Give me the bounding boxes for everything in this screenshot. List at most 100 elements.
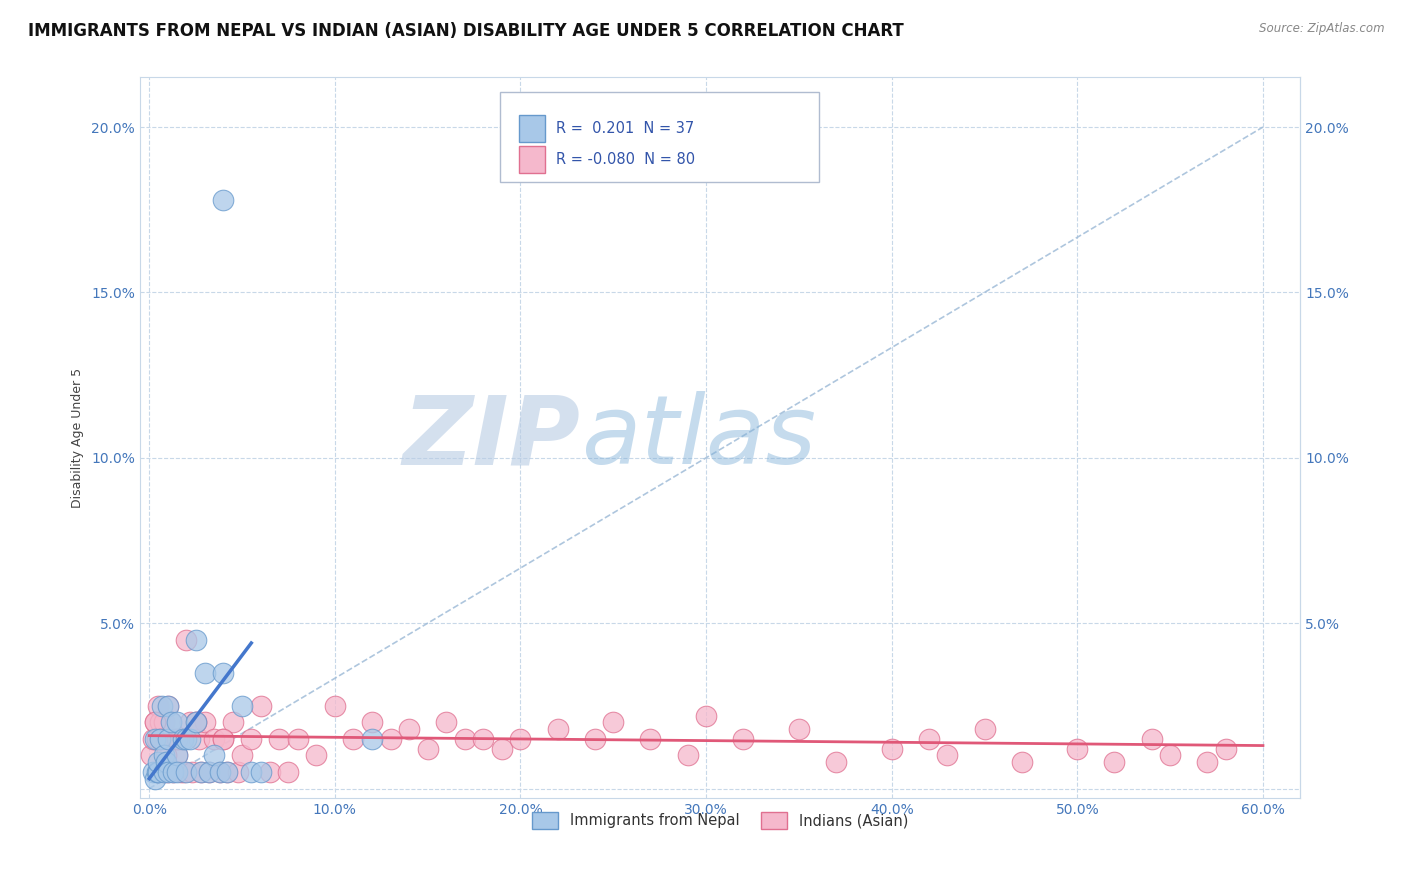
Point xyxy=(173,764,195,779)
Point xyxy=(148,698,170,713)
Point xyxy=(1104,755,1126,769)
Point xyxy=(148,755,170,769)
Point xyxy=(194,665,217,680)
Point xyxy=(1140,731,1163,746)
Point xyxy=(188,731,211,746)
Point xyxy=(342,731,364,746)
Point xyxy=(143,772,166,786)
Point xyxy=(149,731,172,746)
Point xyxy=(194,715,217,730)
Bar xyxy=(519,115,544,143)
Point xyxy=(197,764,219,779)
Point xyxy=(166,764,188,779)
Point xyxy=(212,193,235,207)
Point xyxy=(222,715,245,730)
Point xyxy=(787,722,810,736)
Text: Source: ZipAtlas.com: Source: ZipAtlas.com xyxy=(1260,22,1385,36)
Point xyxy=(287,731,309,746)
Point xyxy=(217,764,239,779)
Point xyxy=(143,715,166,730)
Point xyxy=(240,731,263,746)
Point xyxy=(733,731,755,746)
Point xyxy=(184,715,207,730)
Point xyxy=(361,715,384,730)
Point xyxy=(491,742,513,756)
Point xyxy=(166,731,188,746)
Point xyxy=(880,742,903,756)
Point xyxy=(149,731,172,746)
Point xyxy=(145,731,167,746)
Point xyxy=(153,764,176,779)
Point xyxy=(167,731,190,746)
Point xyxy=(472,731,495,746)
Point xyxy=(155,731,177,746)
Point xyxy=(176,731,198,746)
Point xyxy=(156,698,179,713)
Point xyxy=(156,764,179,779)
Point xyxy=(217,764,239,779)
Point xyxy=(361,731,384,746)
Point xyxy=(398,722,420,736)
Point xyxy=(156,698,179,713)
Point xyxy=(277,764,299,779)
Point xyxy=(259,764,281,779)
Point xyxy=(434,715,457,730)
Point xyxy=(153,764,176,779)
Point xyxy=(454,731,477,746)
Point xyxy=(416,742,439,756)
Point xyxy=(150,698,173,713)
Point xyxy=(936,748,959,763)
Point xyxy=(184,632,207,647)
Point xyxy=(226,764,249,779)
Y-axis label: Disability Age Under 5: Disability Age Under 5 xyxy=(72,368,84,508)
Point xyxy=(509,731,531,746)
Point xyxy=(160,715,183,730)
Point xyxy=(249,698,271,713)
Point xyxy=(640,731,662,746)
Point xyxy=(172,731,194,746)
Point xyxy=(143,731,166,746)
Point xyxy=(139,748,162,763)
Text: IMMIGRANTS FROM NEPAL VS INDIAN (ASIAN) DISABILITY AGE UNDER 5 CORRELATION CHART: IMMIGRANTS FROM NEPAL VS INDIAN (ASIAN) … xyxy=(28,22,904,40)
Point xyxy=(208,764,231,779)
Point xyxy=(973,722,995,736)
Point xyxy=(176,632,198,647)
Point xyxy=(180,764,202,779)
Point xyxy=(1011,755,1033,769)
Point xyxy=(148,764,170,779)
Point xyxy=(583,731,606,746)
Point xyxy=(269,731,291,746)
Point xyxy=(142,731,165,746)
Point xyxy=(231,698,253,713)
Point xyxy=(323,698,346,713)
Point xyxy=(148,764,170,779)
Point xyxy=(197,764,219,779)
Point xyxy=(155,755,177,769)
Point xyxy=(162,764,184,779)
Point xyxy=(166,748,188,763)
Text: atlas: atlas xyxy=(581,392,815,484)
Point xyxy=(676,748,699,763)
Point xyxy=(166,748,188,763)
Point xyxy=(166,715,188,730)
Point xyxy=(179,715,201,730)
Point xyxy=(240,764,263,779)
Point xyxy=(918,731,941,746)
Point xyxy=(143,715,166,730)
Point xyxy=(190,764,212,779)
Point xyxy=(202,731,225,746)
Text: R =  0.201  N = 37: R = 0.201 N = 37 xyxy=(557,121,695,136)
Point xyxy=(184,715,207,730)
Point xyxy=(153,715,176,730)
Legend: Immigrants from Nepal, Indians (Asian): Immigrants from Nepal, Indians (Asian) xyxy=(526,806,914,834)
Point xyxy=(1066,742,1088,756)
Point xyxy=(212,731,235,746)
Point xyxy=(162,764,184,779)
Point xyxy=(380,731,402,746)
Point xyxy=(160,715,183,730)
Point xyxy=(190,764,212,779)
Point xyxy=(150,731,173,746)
Point xyxy=(170,764,193,779)
Point xyxy=(145,764,167,779)
FancyBboxPatch shape xyxy=(499,92,818,182)
